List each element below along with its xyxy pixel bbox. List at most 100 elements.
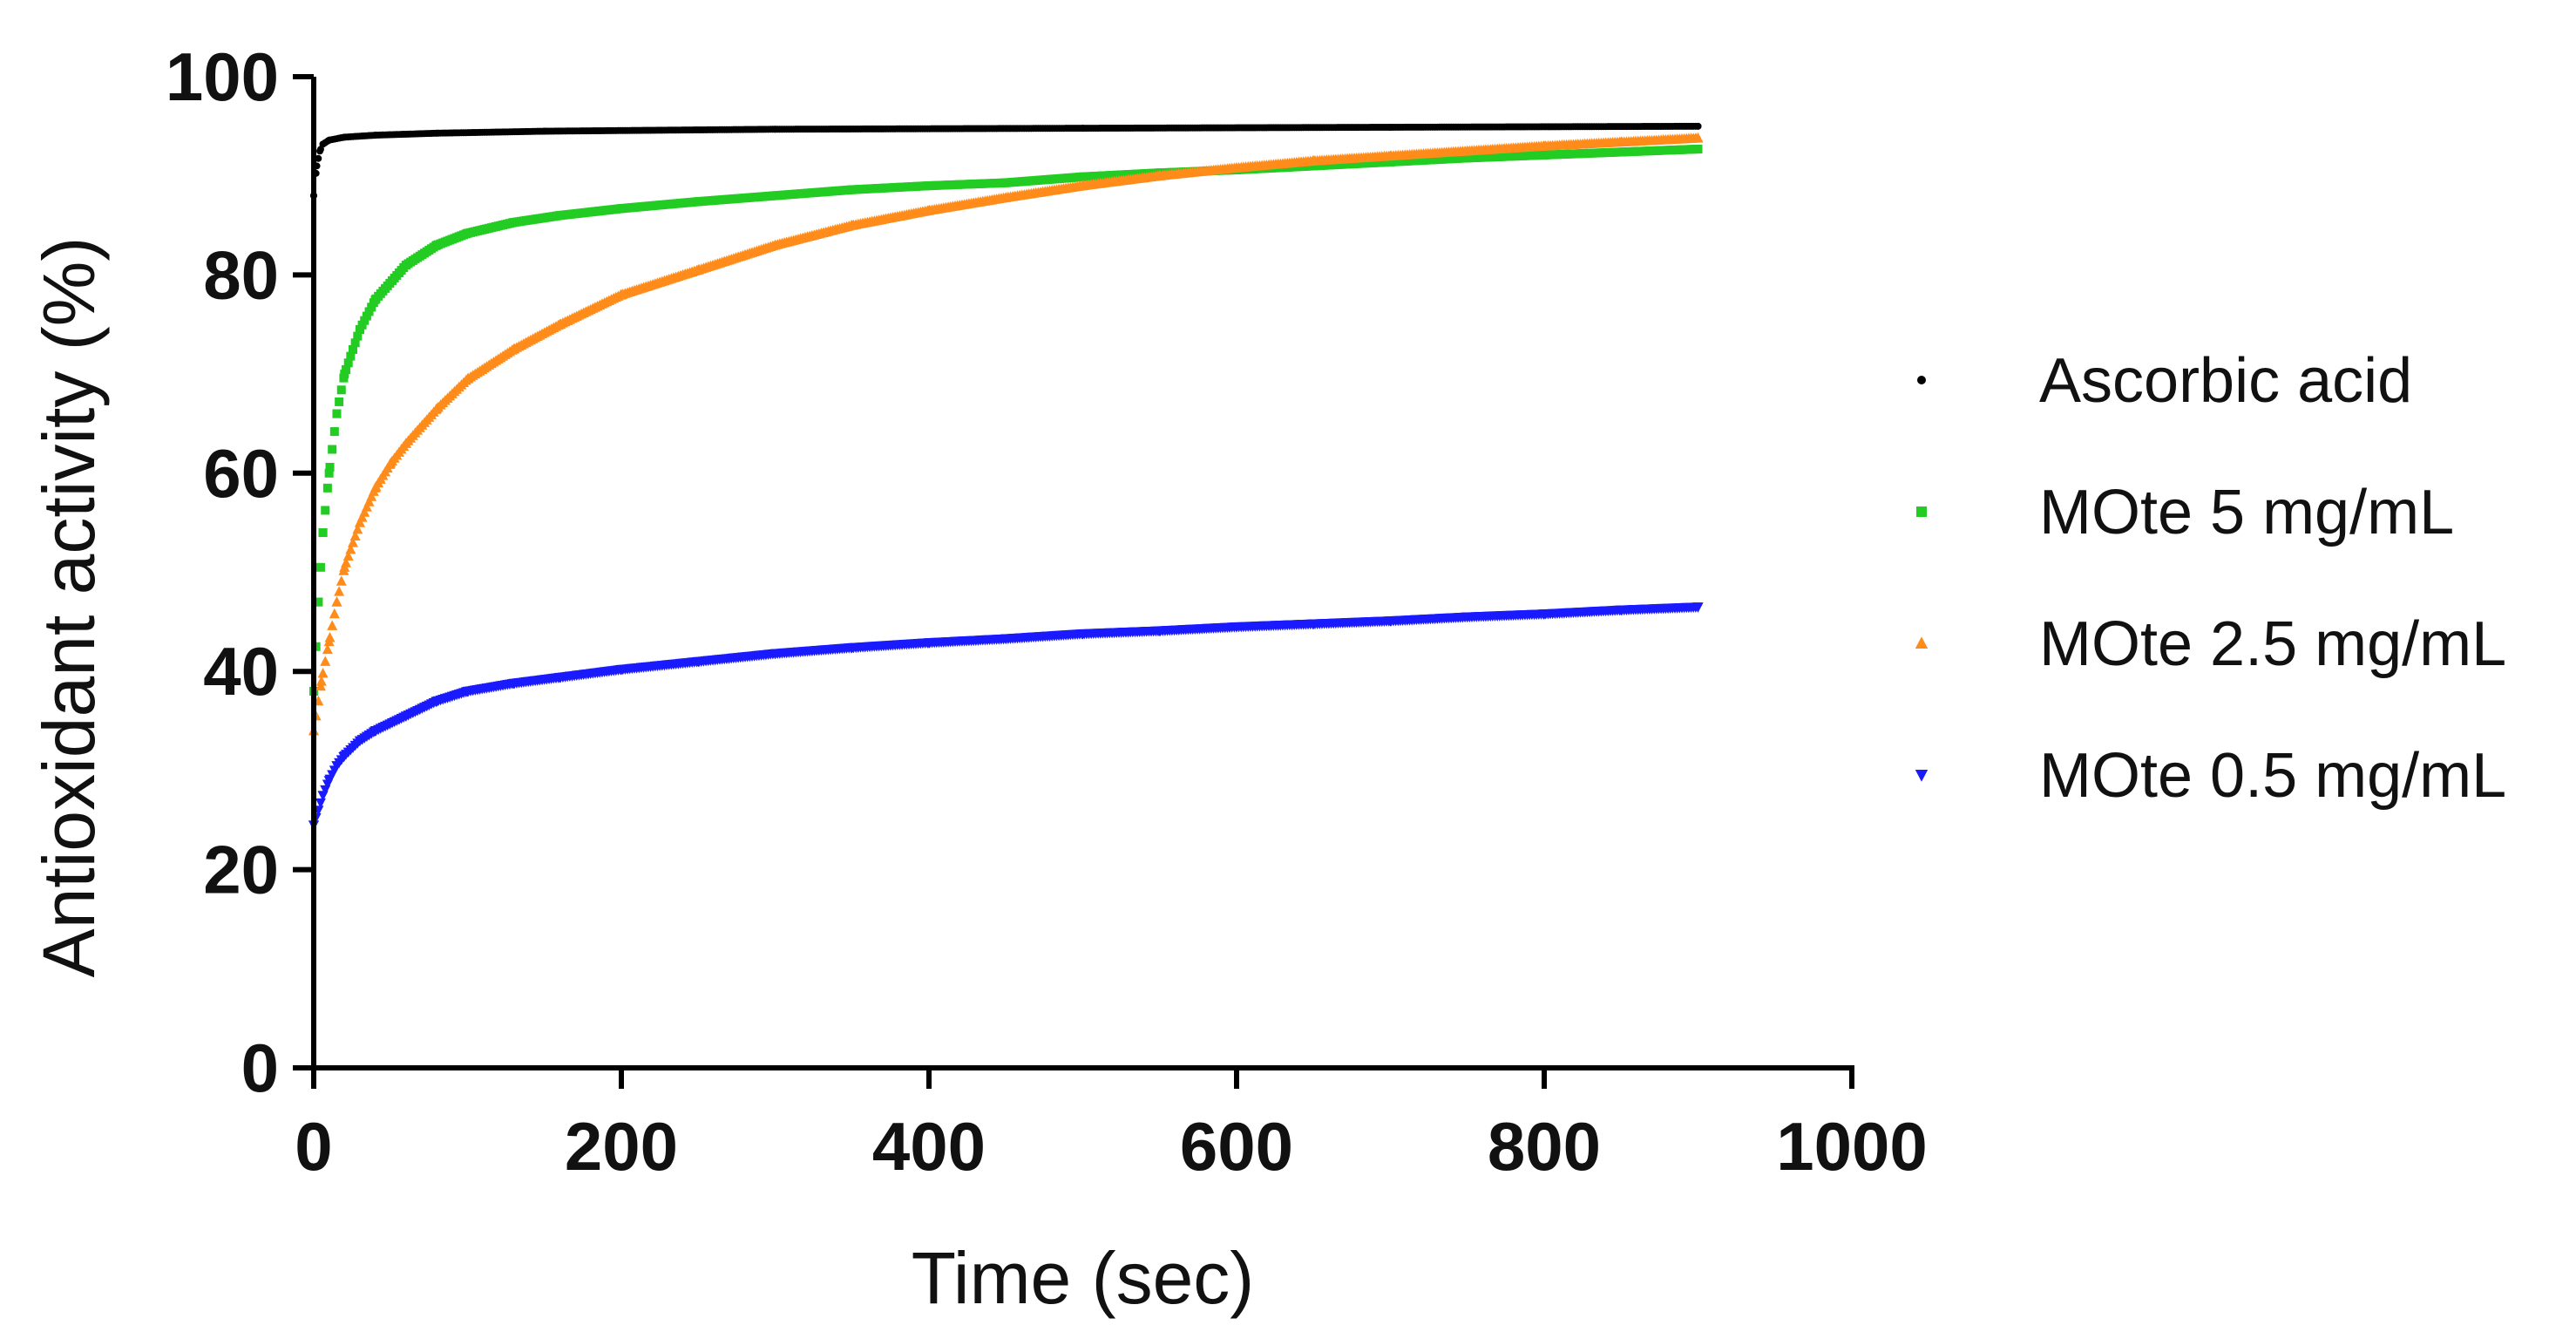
series-1-point	[322, 483, 332, 493]
series-2-point	[363, 496, 375, 506]
series-0-data-point	[1386, 123, 1394, 131]
series-2-data-point	[1616, 136, 1627, 147]
series-3-data-point	[508, 678, 519, 690]
series-1-data-point	[318, 528, 328, 538]
series-0-data-point	[319, 140, 327, 148]
x-tick-label: 1000	[1776, 1108, 1928, 1185]
series-3-data-point	[1000, 634, 1012, 645]
legend-label-3: MOte 0.5 mg/mL	[2039, 741, 2506, 811]
series-3-data-point	[400, 711, 411, 722]
legend-entry-2: MOte 2.5 mg/mL	[1915, 609, 2506, 679]
series-1-data-point	[340, 370, 349, 379]
series-2-data-point	[693, 264, 704, 275]
series-1-data-point	[1386, 157, 1395, 166]
series-2-data-point	[1231, 162, 1242, 173]
series-1-data-point	[509, 218, 519, 228]
series-2-data-point	[331, 596, 342, 607]
legend-marker-2	[1915, 636, 1929, 649]
series-1-data-point	[694, 197, 703, 207]
series-3-data-point	[924, 638, 934, 649]
legend-marker-0	[1917, 376, 1926, 384]
series-1-point	[349, 344, 358, 354]
series-1-data-point	[432, 241, 442, 250]
x-tick-label: 800	[1488, 1108, 1601, 1185]
series-1-data-point	[770, 191, 780, 200]
x-tick-label: 0	[295, 1108, 332, 1185]
series-2-data-point	[369, 482, 381, 493]
series-1-point	[364, 307, 374, 316]
series-3-data-point	[462, 686, 473, 697]
series-2-point	[317, 667, 329, 678]
series-1-point	[360, 316, 369, 325]
plot-layer	[308, 122, 1704, 831]
series-2-data-point	[924, 204, 934, 215]
y-tick-label: 60	[203, 435, 279, 512]
series-3-data-point	[1154, 626, 1165, 637]
legend-marker-1	[1916, 506, 1927, 517]
series-3-data-point	[1616, 605, 1627, 616]
series-1-point	[328, 445, 337, 454]
series-2-data-point	[462, 373, 473, 384]
series-2-point	[327, 620, 338, 630]
series-1-data-point	[1001, 178, 1011, 187]
series-3-data-point	[1077, 629, 1088, 640]
series-2-point	[336, 575, 347, 586]
series-1-point	[342, 364, 351, 374]
series-0-data-point	[1079, 125, 1087, 133]
series-0-point	[315, 154, 322, 162]
series-2-data-point	[1154, 170, 1165, 180]
series-2-data-point	[323, 635, 335, 647]
series-1-data-point	[314, 597, 323, 607]
series-3-point	[315, 798, 326, 809]
series-1-point	[362, 311, 371, 321]
series-2-data-point	[400, 438, 411, 448]
y-axis-title: Antioxidant activity (%)	[28, 237, 110, 978]
series-2-point	[322, 643, 333, 655]
series-2-data-point	[315, 676, 327, 686]
series-1-point	[336, 385, 346, 395]
series-3-data-point	[339, 751, 350, 762]
series-2-data-point	[354, 517, 365, 527]
series-1-data-point	[355, 324, 364, 334]
series-2-data-point	[1539, 140, 1549, 151]
series-1-data-point	[463, 228, 472, 238]
series-3-data-point	[1385, 616, 1396, 627]
series-1-data-point	[1693, 145, 1703, 154]
x-tick-label: 400	[872, 1108, 986, 1185]
y-tick-label: 80	[203, 236, 279, 313]
series-3	[308, 602, 1704, 831]
legend-label-0: Ascorbic acid	[2039, 346, 2412, 416]
series-0-data-point	[341, 133, 349, 141]
series-0-data-point	[325, 136, 333, 144]
series-0-data-point	[371, 132, 379, 139]
series-3-data-point	[769, 649, 781, 660]
series-1-point	[335, 397, 344, 406]
series-1-point	[353, 331, 363, 341]
series-1-data-point	[925, 181, 933, 191]
series-1-point	[367, 302, 376, 312]
series-1-data-point	[617, 204, 626, 214]
series-3-data-point	[317, 791, 329, 801]
series-2-point	[320, 656, 331, 666]
series-0	[310, 122, 1702, 200]
series-1-point	[346, 351, 356, 361]
series-1-data-point	[1617, 147, 1626, 157]
series-2-data-point	[1308, 155, 1319, 166]
series-3-data-point	[369, 726, 381, 737]
series-3-data-point	[331, 761, 342, 771]
series-3-data-point	[431, 697, 443, 707]
series-2-data-point	[1692, 132, 1704, 143]
series-2-data-point	[769, 239, 781, 250]
legend-entry-1: MOte 5 mg/mL	[1916, 478, 2454, 547]
series-2-point	[366, 491, 377, 501]
series-1-point	[325, 462, 335, 472]
series-2-point	[359, 506, 370, 517]
series-2	[308, 132, 1704, 736]
series-1-data-point	[332, 409, 342, 418]
series-0-data-point	[540, 127, 548, 135]
series-1-point	[357, 320, 367, 330]
series-2-point	[349, 530, 361, 540]
series-2-point	[329, 608, 340, 619]
series-0-data-point	[1694, 122, 1702, 130]
y-tick-label: 40	[203, 633, 279, 710]
